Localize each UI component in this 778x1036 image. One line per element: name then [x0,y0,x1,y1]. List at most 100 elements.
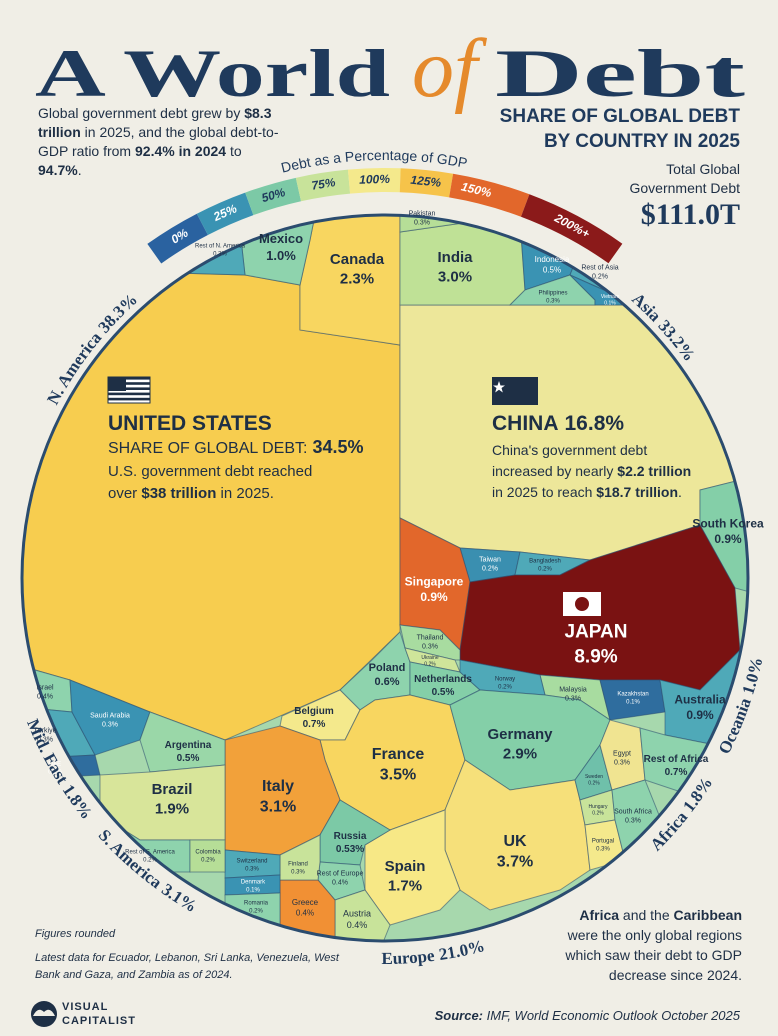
country-name: Rest of Europe [317,870,364,877]
country-name: Pakistan [409,210,436,217]
legend-band [520,194,623,264]
country-name: Romania [244,901,269,907]
text-fragment: in 2025. [216,485,274,502]
us-share: SHARE OF GLOBAL DEBT: 34.5% [108,437,364,457]
country-value: 0.7% [665,767,688,778]
china-name: CHINA [492,412,559,435]
country-value: 0.53% [336,844,364,855]
text-fragment: . [678,484,682,500]
country-name: Sweden [585,774,603,780]
country-value: 3.0% [438,269,472,286]
legend-band [147,213,209,264]
country-name: Vietnam [601,294,619,300]
text-fragment: $18.7 trillion [596,484,678,500]
country-name: Austria [343,909,371,919]
country-value: 0.2% [201,857,215,863]
country-name: Norway [495,677,515,683]
country-name: Colombia [195,850,221,856]
text-fragment: IMF, World Economic Outlook October 2025 [483,1008,740,1023]
text-fragment: were the only global regions which saw t… [565,927,742,983]
country-name: Argentina [165,740,212,751]
country-name: France [372,746,425,763]
us-share-value: 34.5% [312,437,363,457]
text-fragment: 92.4% in 2024 [135,143,227,159]
country-value: 0.3% [546,298,560,304]
country-value: 3.7% [497,854,533,871]
text-fragment: 94.7% [38,162,78,178]
country-value: 0.4% [37,693,53,700]
china-value: 16.8% [565,412,625,435]
text-fragment: Africa [579,907,620,923]
country-value: 0.4% [296,908,314,917]
country-value: 0.6% [374,676,399,688]
country-value: 0.4% [332,879,348,886]
title-part: Debt [495,35,746,111]
country-name: Denmark [241,880,266,886]
text-fragment: in 2025 to reach [492,484,597,500]
brand: VISUAL [62,1001,108,1013]
country-value: 0.3% [614,759,630,766]
country-value: 0.9% [714,532,742,546]
text-fragment: U.S. government debt reached over [108,463,313,502]
country-name: Bangladesh [529,559,561,565]
legend-band [399,168,454,198]
country-name: Australia [674,692,726,706]
country-value: 0.3% [37,736,53,743]
africa-note: Africa and the Caribbean were the only g… [552,905,742,985]
subtitle: SHARE OF GLOBAL DEBT [500,106,741,127]
us-note: U.S. government debt reached over $38 tr… [108,461,323,505]
country-value: 0.2% [143,857,157,863]
country-name: Rest of Africa [644,754,709,765]
us-label: UNITED STATES [108,412,272,435]
country-value: 0.3% [625,817,641,824]
text-fragment: Source: [434,1008,484,1023]
country-value: 0.5% [543,265,561,274]
legend-tick-label: 50% [260,185,287,205]
country-value: 0.9% [686,708,714,722]
country-value: 0.2% [592,811,604,817]
legend-tick-label: 125% [410,173,442,190]
country-name: JAPAN [565,622,628,643]
country-value: 0.2% [592,273,608,280]
country-value: 0.3% [245,866,259,872]
text-fragment: and the [619,907,674,923]
legend-tick-label: 100% [359,172,390,187]
country-name: Italy [262,778,294,795]
country-name: UAE [49,762,61,768]
country-value: 0.3% [213,251,227,257]
footnote: Figures rounded [35,928,116,940]
country-name: India [437,249,473,266]
country-name: Netherlands [414,674,472,685]
brand: CAPITALIST [62,1015,136,1027]
country-value: 1.0% [266,248,296,263]
country-value: 0.2% [498,684,512,690]
text-fragment: . [77,162,82,178]
country-value: 1.7% [388,878,422,895]
legend-band [448,173,530,217]
country-name: Finland [288,862,308,868]
country-value: 0.5% [432,687,455,698]
country-value: 0.3% [102,721,118,728]
country-name: Thailand [417,634,444,641]
country-name: Philippines [538,291,567,297]
us-share-prefix: SHARE OF GLOBAL DEBT: [108,440,307,457]
title-part: of [412,22,488,115]
country-value: 0.2% [538,566,552,572]
country-name: Israel [36,684,54,691]
brand-logo [31,1001,57,1027]
country-value: 2.9% [503,746,537,763]
country-value: 0.3% [422,643,438,650]
country-value: 0.3% [291,869,305,875]
text-fragment: in 2025, and the global debt-to-GDP rati… [38,124,279,159]
japan-flag [563,592,601,616]
country-name: Malaysia [559,686,587,693]
country-name: South Africa [614,808,652,815]
country-name: Hungary [589,804,608,810]
country-name: Rest of N. America [195,244,246,250]
total-debt: $111.0T [641,198,740,231]
title-part: A World [35,35,390,111]
country-name: Belgium [294,706,334,717]
china-label: CHINA 16.8% [492,412,624,435]
